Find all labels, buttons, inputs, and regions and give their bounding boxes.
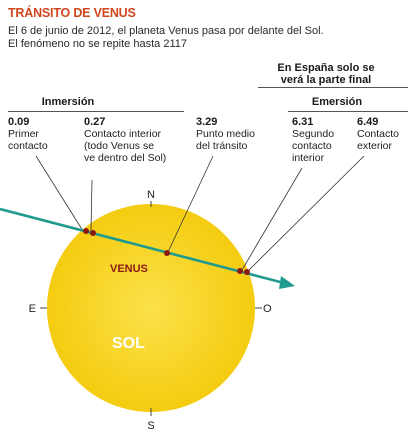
inmersion-rule [8, 111, 184, 112]
event-exterior-contact: 6.49 Contacto exterior [357, 116, 399, 152]
sun-label: SOL [112, 335, 145, 352]
subtitle-line-1: El 6 de junio de 2012, el planeta Venus … [8, 25, 324, 37]
event-desc: contacto [8, 140, 48, 152]
spain-note-line-2: verá la parte final [280, 74, 372, 86]
compass-e: E [29, 303, 36, 315]
event-first-contact: 0.09 Primer contacto [8, 116, 48, 152]
event-interior-contact: 0.27 Contacto interior (todo Venus se ve… [84, 116, 166, 164]
leader-exterior-contact [247, 155, 365, 272]
inmersion-label: Inmersión [41, 96, 95, 108]
event-time: 0.09 [8, 116, 30, 128]
event-midpoint: 3.29 Punto medio del tránsito [196, 116, 255, 152]
event-desc: Contacto [357, 128, 400, 140]
venus-dot-midpoint [164, 250, 170, 256]
venus-dot-second-interior [237, 268, 243, 274]
leader-second-interior [241, 167, 303, 271]
graphic-title: TRÁNSITO DE VENUS [8, 6, 136, 20]
transit-arrowhead [279, 276, 295, 289]
emersion-label: Emersión [311, 96, 363, 108]
event-desc: ve dentro del Sol) [84, 152, 167, 164]
subtitle-line-2: El fenómeno no se repite hasta 2117 [8, 38, 187, 50]
leader-interior-contact [90, 179, 93, 232]
event-desc: Primer [8, 128, 39, 140]
spain-note-line-1: En España solo se [277, 62, 375, 74]
event-desc: (todo Venus se [84, 140, 155, 152]
compass-o: O [263, 303, 272, 315]
event-time: 3.29 [196, 116, 218, 128]
event-time: 6.49 [357, 116, 379, 128]
spain-note: En España solo se verá la parte final [262, 62, 390, 86]
compass-n: N [147, 189, 155, 201]
event-desc: Punto medio [196, 128, 255, 140]
event-time: 6.31 [292, 116, 314, 128]
spain-note-rule [258, 87, 408, 88]
compass-s: S [147, 420, 154, 432]
event-desc: contacto [292, 140, 332, 152]
leader-first-contact [35, 155, 84, 232]
event-desc: interior [292, 152, 325, 164]
leader-midpoint [167, 155, 214, 253]
transit-path [0, 207, 285, 285]
venus-label: VENUS [110, 263, 148, 275]
event-desc: exterior [357, 140, 393, 152]
venus-dot-exterior [244, 269, 250, 275]
event-desc: del tránsito [196, 140, 248, 152]
sun-disk [47, 204, 255, 412]
event-desc: Contacto interior [84, 128, 162, 140]
event-desc: Segundo [292, 128, 335, 140]
emersion-rule [288, 111, 408, 112]
event-second-interior: 6.31 Segundo contacto interior [292, 116, 334, 164]
venus-dot-first [83, 228, 89, 234]
venus-dot-interior [90, 230, 96, 236]
event-time: 0.27 [84, 116, 106, 128]
